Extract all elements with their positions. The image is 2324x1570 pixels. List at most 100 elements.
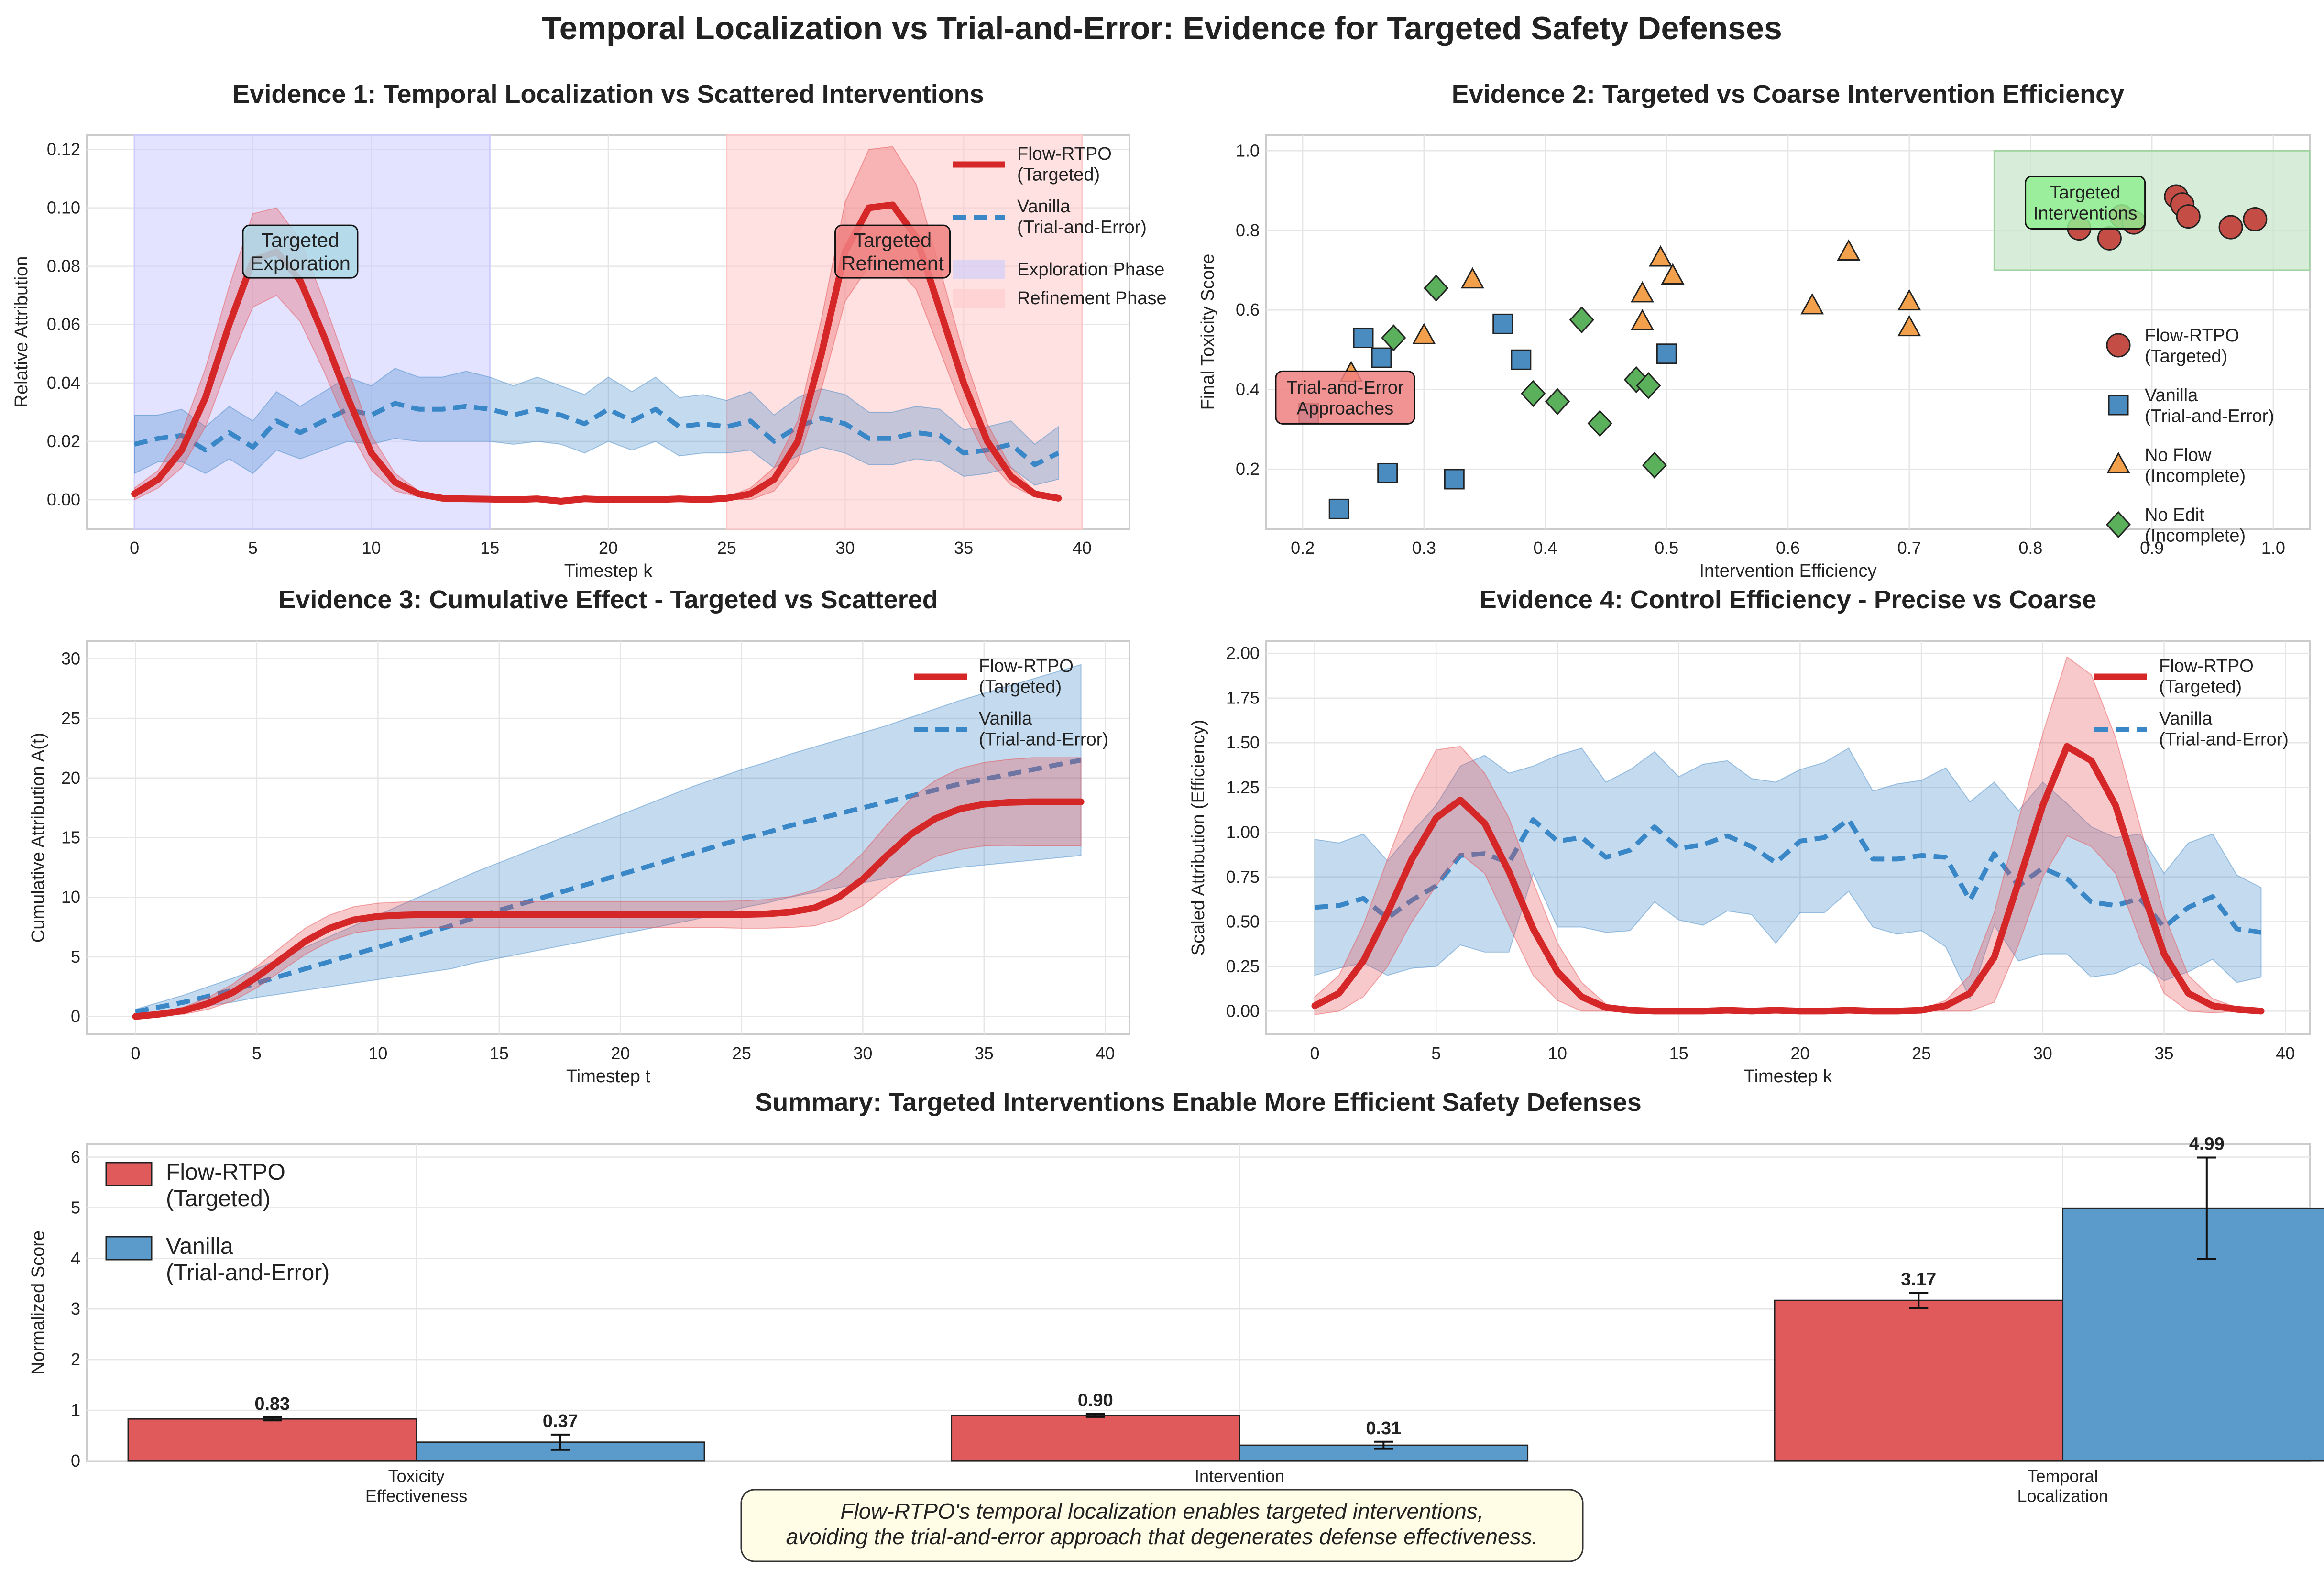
x-tick-label: 10 xyxy=(362,538,381,558)
x-tick-label: 0.5 xyxy=(1655,538,1678,558)
legend-label: Vanilla (Trial-and-Error) xyxy=(2145,385,2274,427)
x-axis-label: Timestep k xyxy=(1744,1066,1832,1087)
y-tick-label: 0.00 xyxy=(1226,1001,1260,1021)
annotation-text: Trial-and-Error Approaches xyxy=(1286,378,1404,419)
x-tick-label: 35 xyxy=(975,1043,994,1063)
y-tick-label: 3 xyxy=(71,1299,80,1318)
scatter-point xyxy=(1897,315,1921,337)
y-tick-label: 5 xyxy=(71,1197,80,1217)
y-tick-label: 0.4 xyxy=(1236,380,1260,399)
x-tick-label: 5 xyxy=(1431,1043,1441,1063)
y-tick-label: 0.00 xyxy=(47,490,80,509)
y-tick-label: 0.75 xyxy=(1226,867,1260,887)
scatter-point xyxy=(1424,274,1449,302)
scatter-point xyxy=(1412,323,1436,344)
x-tick-label: 5 xyxy=(252,1043,262,1063)
legend-label: Flow-RTPO (Targeted) xyxy=(979,656,1074,697)
scatter-point xyxy=(1444,469,1465,490)
scatter-point xyxy=(1649,245,1673,267)
legend-label: Exploration Phase xyxy=(1017,260,1164,280)
caption-frame xyxy=(740,1489,1584,1562)
annotation-text: Targeted Interventions xyxy=(2033,183,2138,224)
scatter-point xyxy=(1569,306,1594,334)
x-tick-label: 5 xyxy=(248,538,258,558)
bar-value-label: 0.90 xyxy=(1078,1390,1113,1410)
scatter-point xyxy=(1521,380,1546,407)
y-axis-label: Scaled Attribution (Efficiency) xyxy=(1188,720,1208,956)
annotation-text: Targeted Exploration xyxy=(250,229,351,274)
legend-label: No Flow (Incomplete) xyxy=(2145,445,2246,486)
x-tick-label: 40 xyxy=(2276,1043,2295,1063)
x-tick-label: 0.7 xyxy=(1897,538,1921,558)
x-axis-label: Timestep t xyxy=(566,1066,650,1087)
scatter-point xyxy=(2218,215,2243,240)
x-tick-label: 0.8 xyxy=(2018,538,2042,558)
x-tick-label: 0.6 xyxy=(1776,538,1800,558)
y-tick-label: 20 xyxy=(61,768,80,788)
y-tick-label: 0.02 xyxy=(47,431,80,451)
series-1 xyxy=(1298,313,1677,519)
legend-marker xyxy=(2105,511,2131,538)
x-tick-label: 30 xyxy=(2033,1043,2052,1063)
y-tick-label: 0 xyxy=(71,1007,80,1026)
scatter-point xyxy=(1545,388,1570,415)
scatter-point xyxy=(1371,347,1392,368)
legend-label: Refinement Phase xyxy=(1017,288,1167,308)
y-tick-label: 0.50 xyxy=(1226,911,1260,931)
scatter-point xyxy=(1377,462,1398,483)
scatter-point xyxy=(2097,226,2122,251)
scatter-point xyxy=(1328,498,1349,519)
scatter-point xyxy=(1656,343,1677,364)
y-tick-label: 0.10 xyxy=(47,198,80,218)
x-tick-label: 0 xyxy=(130,538,139,558)
y-tick-label: 0 xyxy=(71,1451,80,1471)
flow-rtpo-line xyxy=(132,798,1085,1020)
y-tick-label: 0.25 xyxy=(1226,956,1260,976)
bar xyxy=(1774,1299,2064,1462)
y-tick-label: 0.6 xyxy=(1236,300,1260,319)
x-tick-label: 40 xyxy=(1073,538,1092,558)
panel-title: Evidence 2: Targeted vs Coarse Intervent… xyxy=(1452,80,2124,109)
y-tick-label: 5 xyxy=(71,947,80,966)
legend-label: Vanilla (Trial-and-Error) xyxy=(979,709,1108,750)
panel-title: Evidence 1: Temporal Localization vs Sca… xyxy=(232,80,984,109)
x-tick-label: 40 xyxy=(1096,1043,1115,1063)
y-axis-label: Cumulative Attribution A(t) xyxy=(28,733,48,943)
legend-label: Vanilla (Trial-and-Error) xyxy=(166,1234,329,1285)
y-tick-label: 6 xyxy=(71,1147,80,1166)
x-tick-label: Toxicity Effectiveness xyxy=(365,1466,467,1505)
panel-title: Evidence 4: Control Efficiency - Precise… xyxy=(1480,585,2097,614)
x-tick-label: Temporal Localization xyxy=(2017,1466,2108,1505)
caption-text: Flow-RTPO's temporal localization enable… xyxy=(786,1499,1538,1549)
x-tick-label: 25 xyxy=(717,538,736,558)
y-tick-label: 15 xyxy=(61,828,80,847)
y-tick-label: 1.25 xyxy=(1226,778,1260,797)
y-tick-label: 1 xyxy=(71,1400,80,1420)
gridlines xyxy=(87,641,1129,1034)
x-tick-label: 15 xyxy=(490,1043,509,1063)
x-tick-label: 35 xyxy=(2155,1043,2174,1063)
y-axis-label: Normalized Score xyxy=(28,1230,48,1375)
x-tick-label: 0.2 xyxy=(1291,538,1315,558)
scatter-point xyxy=(1381,324,1406,351)
vanilla-line xyxy=(1315,817,2262,935)
y-tick-label: 0.12 xyxy=(47,140,80,159)
y-tick-label: 1.50 xyxy=(1226,733,1260,752)
x-tick-label: 0.3 xyxy=(1412,538,1436,558)
y-axis-label: Final Toxicity Score xyxy=(1198,254,1218,410)
legend-patch xyxy=(105,1162,153,1186)
vanilla-band xyxy=(1314,747,2262,1000)
legend-label: Flow-RTPO (Targeted) xyxy=(2145,326,2239,367)
legend-label: Flow-RTPO (Targeted) xyxy=(2159,656,2254,697)
annotation-box xyxy=(242,224,359,279)
y-tick-label: 2 xyxy=(71,1350,80,1369)
evidence-1-chart: 0 5 10 15 20 25 30 35 40 0.00 0.02 0.04 0.06 0.08 0.10… xyxy=(11,80,1167,581)
x-axis-label: Timestep k xyxy=(564,561,653,581)
y-tick-label: 1.75 xyxy=(1226,688,1260,708)
y-tick-label: 10 xyxy=(61,887,80,907)
scatter-point xyxy=(1511,349,1532,370)
scatter-point xyxy=(1897,289,1921,311)
caption-box: Flow-RTPO's temporal localization enable… xyxy=(740,1489,1584,1562)
x-tick-label: 15 xyxy=(480,538,499,558)
